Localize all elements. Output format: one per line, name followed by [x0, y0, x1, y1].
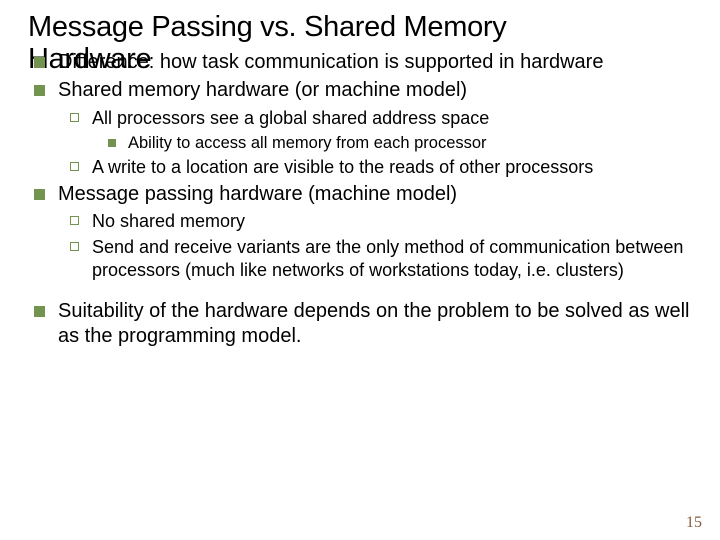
bullet-text: All processors see a global shared addre…: [92, 108, 489, 128]
page-number: 15: [686, 514, 702, 532]
sub-bullet-list: All processors see a global shared addre…: [68, 107, 692, 180]
sub-sub-bullet-list: Ability to access all memory from each p…: [106, 133, 692, 154]
bullet-text: Message passing hardware (machine model): [58, 183, 457, 205]
square-outline-bullet-icon: [70, 162, 79, 171]
square-bullet-icon: [34, 57, 45, 68]
bullet-item: Difference: how task communication is su…: [28, 50, 692, 76]
bullet-item: Shared memory hardware (or machine model…: [28, 78, 692, 180]
bullet-text: No shared memory: [92, 211, 245, 231]
spacer: [28, 285, 692, 299]
sub-bullet-item: A write to a location are visible to the…: [68, 156, 692, 179]
bullet-text: Ability to access all memory from each p…: [128, 134, 487, 152]
bullet-list: Difference: how task communication is su…: [28, 50, 692, 282]
bullet-text: Difference: how task communication is su…: [58, 51, 603, 73]
square-bullet-icon: [34, 306, 45, 317]
square-bullet-icon: [34, 189, 45, 200]
bullet-text: Suitability of the hardware depends on t…: [58, 300, 690, 348]
bullet-text: Send and receive variants are the only m…: [92, 237, 683, 280]
sub-bullet-item: No shared memory: [68, 210, 692, 233]
bullet-text: Shared memory hardware (or machine model…: [58, 79, 467, 101]
square-bullet-small-icon: [108, 139, 116, 147]
square-outline-bullet-icon: [70, 216, 79, 225]
sub-bullet-item: Send and receive variants are the only m…: [68, 236, 692, 283]
bullet-text: A write to a location are visible to the…: [92, 157, 593, 177]
sub-bullet-list: No shared memory Send and receive varian…: [68, 210, 692, 282]
bullet-list: Suitability of the hardware depends on t…: [28, 299, 692, 350]
square-outline-bullet-icon: [70, 113, 79, 122]
bullet-item: Suitability of the hardware depends on t…: [28, 299, 692, 350]
bullet-item: Message passing hardware (machine model)…: [28, 182, 692, 283]
sub-sub-bullet-item: Ability to access all memory from each p…: [106, 133, 692, 154]
slide-title-line1: Message Passing vs. Shared Memory: [28, 10, 692, 44]
square-outline-bullet-icon: [70, 242, 79, 251]
square-bullet-icon: [34, 85, 45, 96]
sub-bullet-item: All processors see a global shared addre…: [68, 107, 692, 155]
